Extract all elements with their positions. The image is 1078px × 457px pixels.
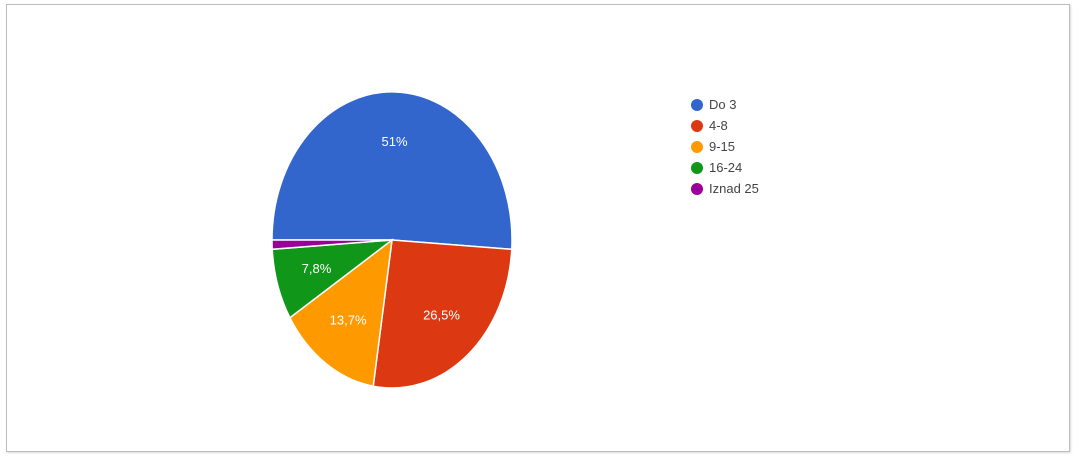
pie-chart-svg: 51% 26,5% 13,7% 7,8%	[271, 91, 513, 389]
pie-slice-9-15	[288, 238, 393, 388]
pie-data-label: 7,8%	[302, 261, 332, 276]
pie-slice-iznad-25	[271, 239, 393, 251]
legend-label: 4-8	[709, 118, 728, 133]
legend-label: 9-15	[709, 139, 736, 154]
pie-chart: 51% 26,5% 13,7% 7,8%	[262, 85, 522, 395]
pie-data-label: 51%	[381, 134, 407, 149]
chart-card: 51% 26,5% 13,7% 7,8% Do 3 4-8 9-15 16-24 Iznad …	[6, 4, 1070, 452]
legend-item: 9-15	[691, 136, 759, 157]
legend-item: Iznad 25	[691, 178, 759, 199]
legend-label: Do 3	[709, 97, 737, 112]
legend-swatch-icon	[691, 161, 703, 174]
legend-item: 4-8	[691, 115, 759, 136]
legend-swatch-icon	[691, 119, 703, 132]
legend-swatch-icon	[691, 140, 703, 153]
pie-data-label: 26,5%	[423, 308, 460, 323]
pie-data-label: 13,7%	[330, 313, 367, 328]
legend-item: 16-24	[691, 157, 759, 178]
legend-label: Iznad 25	[709, 181, 759, 196]
pie-slice-do-3	[271, 91, 513, 251]
legend-swatch-icon	[691, 98, 703, 111]
chart-legend: Do 3 4-8 9-15 16-24 Iznad 25	[691, 94, 759, 199]
pie-slice-4-8	[372, 239, 513, 389]
legend-label: 16-24	[709, 160, 743, 175]
legend-item: Do 3	[691, 94, 759, 115]
legend-swatch-icon	[691, 182, 703, 195]
